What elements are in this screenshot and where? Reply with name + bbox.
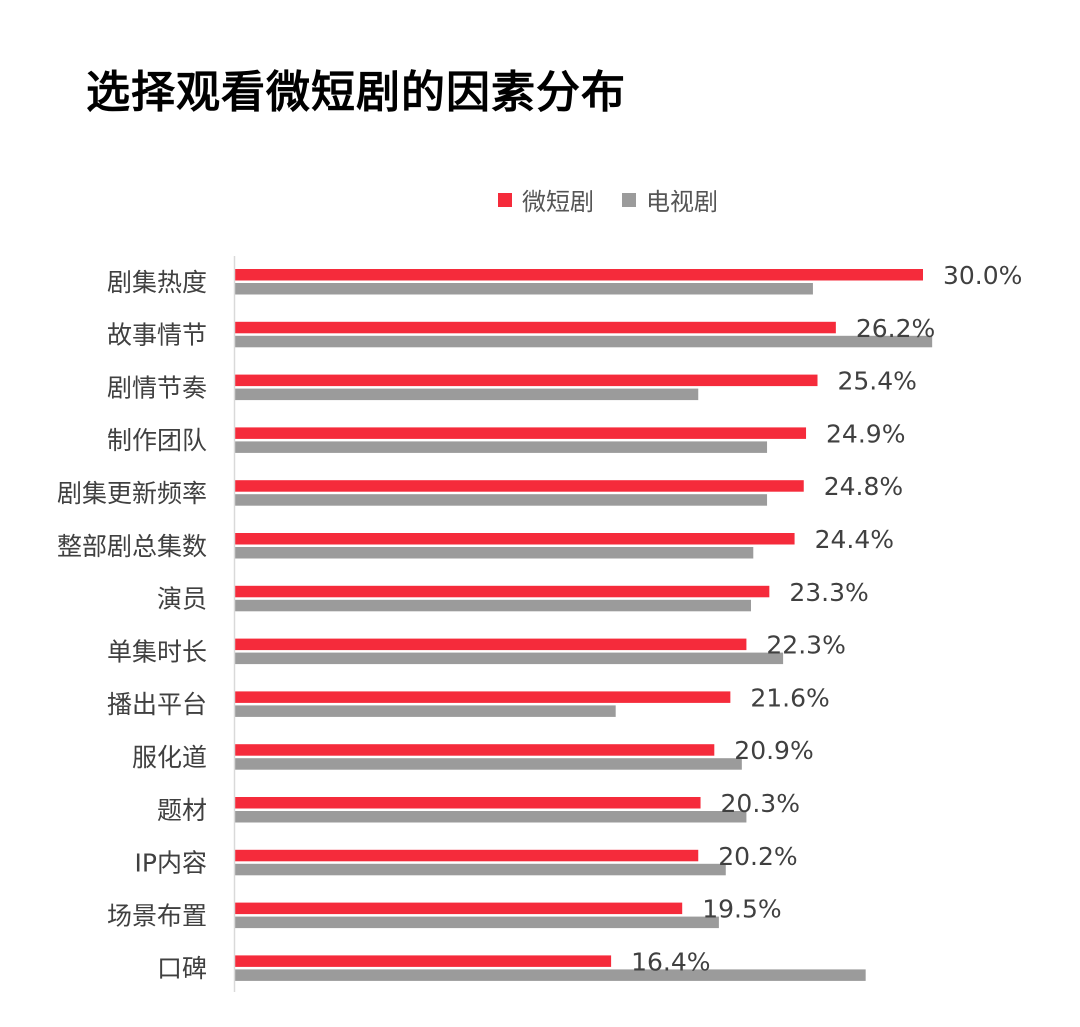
- page-title: 选择观看微短剧的因素分布: [86, 67, 626, 118]
- labels-layer: 剧集热度 30.0% 故事情节 26.2% 剧情节奏 25.4% 制作团队 24.9% 剧集更新…: [57, 261, 1022, 983]
- data-label: 26.2%: [856, 314, 935, 343]
- data-label: 24.8%: [824, 472, 903, 501]
- data-label: 16.4%: [631, 947, 710, 976]
- bar-secondary: [235, 863, 726, 876]
- bar-primary: [235, 849, 699, 862]
- category-label: 剧集更新频率: [57, 479, 207, 508]
- bar-secondary: [235, 705, 616, 717]
- bar-primary: [235, 427, 807, 439]
- bar-primary: [235, 902, 683, 915]
- category-label: 剧集热度: [107, 268, 207, 297]
- bar-primary: [235, 480, 804, 492]
- bar-secondary: [235, 969, 866, 981]
- data-label: 20.2%: [718, 842, 797, 871]
- data-label: 23.3%: [789, 578, 868, 607]
- bar-secondary: [235, 335, 933, 348]
- category-label: 演员: [157, 585, 207, 614]
- category-label: 单集时长: [107, 637, 207, 666]
- category-label: 故事情节: [107, 321, 207, 350]
- bar-primary: [235, 321, 836, 334]
- legend-swatch-secondary: [622, 192, 636, 207]
- bar-primary: [235, 638, 747, 651]
- data-label: 20.3%: [721, 789, 800, 818]
- data-label: 30.0%: [943, 261, 1022, 290]
- legend-label-secondary: 电视剧: [646, 188, 718, 216]
- data-label: 21.6%: [750, 683, 829, 712]
- bar-secondary: [235, 283, 813, 295]
- bar-secondary: [235, 494, 768, 506]
- bar-primary: [235, 585, 770, 598]
- data-label: 24.4%: [815, 525, 894, 554]
- legend-swatch-primary: [498, 192, 512, 207]
- legend-item-secondary: 电视剧: [622, 182, 718, 217]
- bar-primary: [235, 797, 701, 809]
- bar-secondary: [235, 811, 747, 823]
- bar-secondary: [235, 916, 719, 929]
- legend-label-primary: 微短剧: [522, 188, 594, 216]
- bar-primary: [235, 744, 715, 756]
- bar-secondary: [235, 599, 751, 612]
- bar-secondary: [235, 758, 742, 770]
- category-label: 播出平台: [107, 690, 207, 719]
- category-label: 剧情节奏: [107, 373, 207, 402]
- data-label: 25.4%: [838, 367, 917, 396]
- data-label: 24.9%: [826, 419, 905, 448]
- data-label: 20.9%: [734, 736, 813, 765]
- data-label: 19.5%: [702, 895, 781, 924]
- bar-secondary: [235, 441, 768, 453]
- category-label: 服化道: [132, 743, 207, 772]
- bar-secondary: [235, 652, 784, 665]
- legend: 微短剧 电视剧: [498, 182, 746, 217]
- category-label: 口碑: [157, 954, 207, 983]
- data-label: 22.3%: [766, 631, 845, 660]
- category-label: 整部剧总集数: [57, 532, 207, 561]
- bar-primary: [235, 955, 612, 967]
- bar-secondary: [235, 547, 754, 559]
- bar-primary: [235, 691, 731, 703]
- category-label: IP内容: [135, 849, 207, 878]
- bar-primary: [235, 269, 923, 281]
- bar-primary: [235, 374, 818, 387]
- category-label: 题材: [157, 796, 207, 825]
- bar-secondary: [235, 388, 699, 401]
- legend-item-primary: 微短剧: [498, 182, 594, 217]
- category-label: 制作团队: [107, 426, 207, 455]
- bars-layer: [235, 269, 933, 981]
- bar-primary: [235, 533, 795, 545]
- category-label: 场景布置: [107, 901, 207, 930]
